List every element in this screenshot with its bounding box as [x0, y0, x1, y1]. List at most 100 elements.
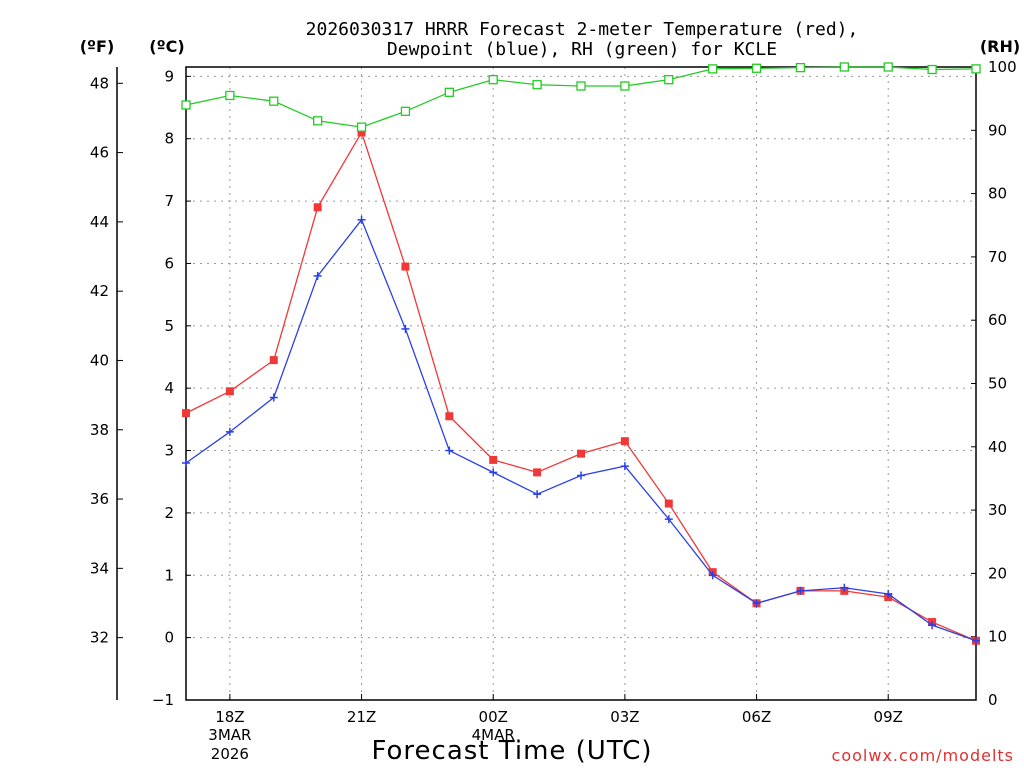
x-tick-label: 03Z	[610, 708, 639, 726]
data-series	[181, 62, 981, 645]
dewpoint-point	[884, 589, 893, 598]
celsius-tick-label: 5	[164, 317, 174, 335]
fahrenheit-tick-label: 42	[90, 282, 109, 300]
celsius-unit-label: (ºC)	[149, 37, 184, 56]
celsius-tick-label: 2	[164, 504, 174, 522]
rh-point	[356, 122, 367, 132]
temperature-point	[664, 499, 673, 508]
fahrenheit-tick-label: 46	[90, 144, 109, 162]
credit-text: coolwx.com/modelts	[832, 746, 1014, 765]
rh-tick-label: 10	[988, 628, 1007, 646]
rh-tick-label: 50	[988, 375, 1007, 393]
temperature-point	[269, 356, 278, 365]
temperature-point	[620, 437, 629, 446]
dewpoint-point	[577, 471, 585, 480]
fahrenheit-unit-label: (ºF)	[80, 37, 115, 56]
temperature-point	[445, 412, 454, 421]
dewpoint-point	[796, 586, 805, 595]
rh-point	[488, 75, 498, 85]
x-tick-label: 06Z	[742, 708, 771, 726]
celsius-tick-label: 7	[164, 192, 174, 210]
rh-tick-label: 60	[988, 311, 1007, 329]
rh-point	[313, 116, 323, 126]
rh-tick-label: 40	[988, 438, 1007, 456]
fahrenheit-tick-label: 48	[90, 74, 109, 92]
temperature-point	[357, 128, 366, 137]
dewpoint-point	[225, 427, 234, 436]
x-tick-label: 09Z	[874, 708, 903, 726]
rh-point	[751, 63, 762, 73]
celsius-tick-label: −1	[152, 691, 174, 709]
x-tick-label: 00Z	[479, 708, 508, 726]
temperature-point	[577, 449, 585, 458]
rh-point	[576, 81, 586, 91]
temperature-point	[533, 468, 542, 477]
dewpoint-point	[489, 468, 498, 477]
fahrenheit-tick-label: 34	[90, 559, 109, 577]
dewpoint-point	[840, 583, 849, 592]
celsius-tick-label: 3	[164, 442, 174, 460]
temperature-point	[313, 203, 322, 212]
x-tick-label: 18Z	[215, 708, 244, 726]
fahrenheit-tick-label: 40	[90, 351, 109, 369]
rh-point	[927, 64, 937, 75]
fahrenheit-tick-label: 44	[90, 213, 109, 231]
dewpoint-point	[664, 515, 673, 524]
rh-line	[185, 66, 977, 128]
rh-point	[839, 62, 849, 72]
celsius-tick-label: 6	[164, 254, 174, 272]
fahrenheit-tick-label: 38	[90, 421, 109, 439]
rh-point	[971, 64, 981, 74]
dewpoint-point	[533, 490, 542, 499]
fahrenheit-tick-label: 36	[90, 490, 109, 508]
rh-point	[400, 106, 411, 116]
celsius-tick-label: 4	[164, 379, 174, 397]
dewpoint-point	[972, 636, 980, 645]
dewpoint-point	[357, 215, 366, 224]
dewpoint-point	[928, 621, 937, 630]
x-tick-label: 21Z	[347, 708, 376, 726]
rh-point	[664, 75, 674, 85]
rh-tick-label: 90	[988, 121, 1007, 139]
chart-title-line1: 2026030317 HRRR Forecast 2-meter Tempera…	[306, 19, 859, 40]
temperature-point	[489, 455, 498, 464]
dewpoint-point	[269, 393, 278, 402]
temperature-point	[225, 387, 234, 396]
dewpoint-point	[445, 446, 454, 455]
rh-point	[795, 62, 806, 73]
x-axis-label: Forecast Time (UTC)	[371, 736, 652, 766]
rh-point	[708, 64, 718, 74]
dewpoint-point	[620, 462, 629, 471]
rh-tick-label: 70	[988, 248, 1007, 266]
temperature-line	[185, 130, 977, 642]
temperature-point	[401, 262, 410, 271]
x-year-label: 2026	[211, 745, 249, 763]
x-date-label: 4MAR	[472, 726, 515, 744]
rh-tick-label: 20	[988, 564, 1007, 582]
rh-point	[225, 90, 235, 101]
rh-point	[532, 80, 542, 90]
fahrenheit-tick-label: 32	[90, 629, 109, 647]
celsius-tick-label: 1	[164, 566, 174, 584]
rh-tick-label: 100	[988, 58, 1017, 76]
celsius-tick-label: 0	[164, 629, 174, 647]
grid-lines	[186, 67, 976, 700]
dewpoint-point	[401, 324, 410, 333]
dewpoint-point	[313, 271, 322, 280]
rh-unit-label: (RH)	[980, 37, 1020, 56]
celsius-tick-label: 8	[164, 130, 174, 148]
dewpoint-line	[185, 218, 977, 642]
plot-frame	[185, 66, 977, 701]
dewpoint-point	[752, 599, 761, 608]
celsius-tick-label: 9	[164, 67, 174, 85]
rh-point	[883, 62, 893, 72]
x-date-label: 3MAR	[208, 726, 251, 744]
rh-tick-label: 80	[988, 185, 1007, 203]
rh-point	[269, 96, 279, 106]
rh-point	[181, 100, 191, 110]
rh-tick-label: 30	[988, 501, 1007, 519]
dewpoint-point	[182, 459, 190, 468]
rh-tick-label: 0	[988, 691, 998, 709]
